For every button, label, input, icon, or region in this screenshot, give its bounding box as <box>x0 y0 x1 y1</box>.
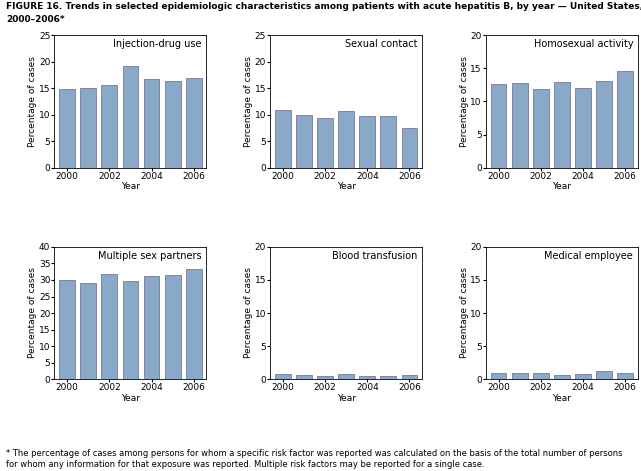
Y-axis label: Percentage of cases: Percentage of cases <box>28 56 37 147</box>
Bar <box>165 275 181 379</box>
Bar <box>186 78 202 168</box>
Bar <box>165 81 181 168</box>
Bar <box>512 83 528 168</box>
Bar <box>317 118 333 168</box>
Bar <box>101 274 117 379</box>
Bar <box>575 88 591 168</box>
Bar <box>533 373 549 379</box>
Text: Multiple sex partners: Multiple sex partners <box>98 251 202 261</box>
Bar <box>401 128 417 168</box>
Bar <box>596 81 612 168</box>
Bar <box>380 376 396 379</box>
Bar <box>554 375 570 379</box>
Bar <box>380 116 396 168</box>
Bar <box>575 374 591 379</box>
Bar <box>80 88 96 168</box>
Bar <box>122 281 138 379</box>
Bar <box>296 375 312 379</box>
Bar <box>490 373 506 379</box>
Bar <box>512 373 528 379</box>
Bar <box>275 374 291 379</box>
Bar <box>317 376 333 379</box>
Bar <box>490 84 506 168</box>
X-axis label: Year: Year <box>337 182 356 191</box>
X-axis label: Year: Year <box>121 394 140 403</box>
Text: Blood transfusion: Blood transfusion <box>332 251 417 261</box>
Bar <box>122 66 138 168</box>
X-axis label: Year: Year <box>553 394 571 403</box>
Bar <box>617 373 633 379</box>
Text: * The percentage of cases among persons for whom a specific risk factor was repo: * The percentage of cases among persons … <box>6 449 623 469</box>
Bar <box>401 375 417 379</box>
Bar <box>338 112 354 168</box>
Bar <box>617 71 633 168</box>
Y-axis label: Percentage of cases: Percentage of cases <box>244 268 253 358</box>
Bar <box>596 371 612 379</box>
Bar <box>101 85 117 168</box>
Text: Medical employee: Medical employee <box>544 251 633 261</box>
Text: Homosexual activity: Homosexual activity <box>533 39 633 49</box>
Text: Sexual contact: Sexual contact <box>345 39 417 49</box>
Bar <box>338 374 354 379</box>
Bar <box>296 114 312 168</box>
Y-axis label: Percentage of cases: Percentage of cases <box>28 268 37 358</box>
Y-axis label: Percentage of cases: Percentage of cases <box>460 268 469 358</box>
Bar <box>59 280 75 379</box>
Bar <box>275 110 291 168</box>
Bar <box>80 283 96 379</box>
Bar <box>360 376 375 379</box>
Text: 2000–2006*: 2000–2006* <box>6 15 65 24</box>
Bar <box>533 89 549 168</box>
Bar <box>554 81 570 168</box>
Bar <box>144 276 160 379</box>
Text: Injection-drug use: Injection-drug use <box>113 39 202 49</box>
Bar <box>186 269 202 379</box>
Bar <box>360 116 375 168</box>
X-axis label: Year: Year <box>553 182 571 191</box>
X-axis label: Year: Year <box>337 394 356 403</box>
Bar <box>144 79 160 168</box>
Bar <box>59 89 75 168</box>
X-axis label: Year: Year <box>121 182 140 191</box>
Y-axis label: Percentage of cases: Percentage of cases <box>244 56 253 147</box>
Text: FIGURE 16. Trends in selected epidemiologic characteristics among patients with : FIGURE 16. Trends in selected epidemiolo… <box>6 2 641 11</box>
Y-axis label: Percentage of cases: Percentage of cases <box>460 56 469 147</box>
